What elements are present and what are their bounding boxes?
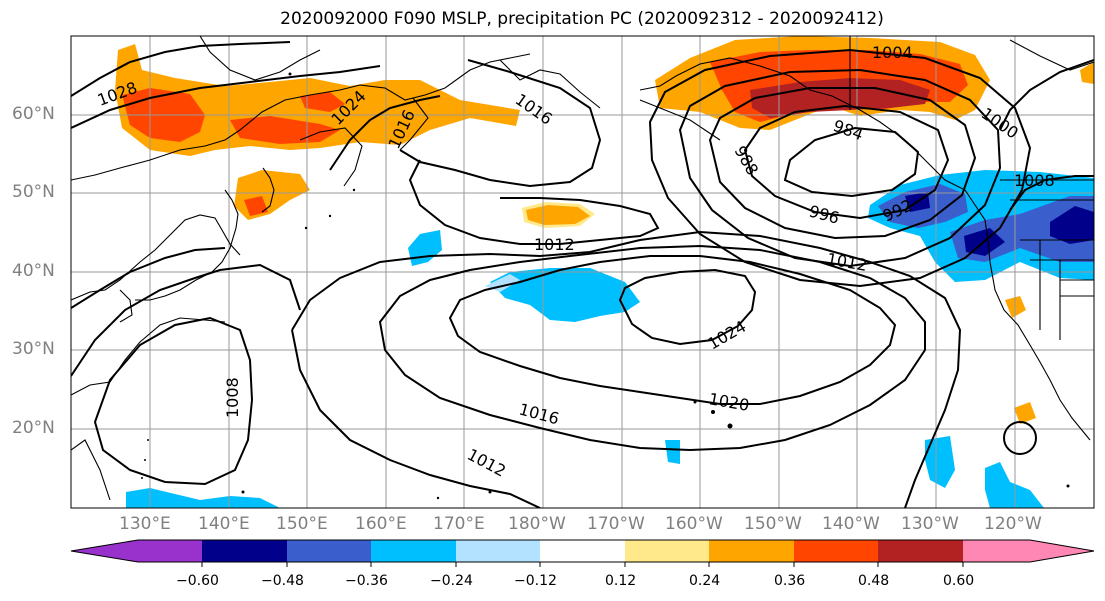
lon-label: 130°W (901, 514, 959, 534)
colorbar-segment (625, 540, 709, 562)
colorbar (70, 539, 1095, 567)
island-dots (141, 72, 1070, 500)
colorbar-segment (202, 540, 287, 562)
coastlines (71, 36, 1094, 501)
colorbar-tick-label: 0.12 (605, 573, 637, 589)
lon-label: 140°W (822, 514, 880, 534)
colorbar-tick-label: −0.12 (514, 573, 557, 589)
colorbar-tick-label: 0.60 (943, 573, 975, 589)
lon-label: 160°E (355, 514, 407, 534)
colorbar-tick-label: 0.48 (858, 573, 890, 589)
lat-label: 50°N (12, 182, 55, 202)
lon-label: 150°E (276, 514, 328, 534)
isobar-label: 1008 (223, 377, 242, 418)
colorbar-tick-label: −0.36 (345, 573, 388, 589)
isobar-label: 1004 (872, 43, 913, 62)
lat-label: 60°N (12, 104, 55, 124)
map-frame (70, 35, 1095, 509)
lon-label: 130°E (119, 514, 171, 534)
graticule (71, 36, 1094, 508)
colorbar-segment (709, 540, 794, 562)
colorbar-segment (287, 540, 371, 562)
colorbar-tick-label: 0.36 (774, 573, 806, 589)
lon-label: 150°W (744, 514, 802, 534)
isobar-label: 1012 (534, 235, 575, 254)
lon-label: 120°W (984, 514, 1042, 534)
lon-label: 180°W (508, 514, 566, 534)
lon-label: 160°W (665, 514, 723, 534)
colorbar-segment (540, 540, 625, 562)
lon-label: 140°E (198, 514, 250, 534)
lon-label: 170°W (587, 514, 645, 534)
colorbar-segment (878, 540, 963, 562)
colorbar-tick-label: −0.60 (176, 573, 219, 589)
isobar-label: 1008 (1014, 171, 1055, 190)
colorbar-segment (371, 540, 456, 562)
isobars (71, 41, 1094, 508)
colorbar-tick-label: 0.24 (689, 573, 721, 589)
colorbar-tick-label: −0.24 (430, 573, 473, 589)
map-title: 2020092000 F090 MSLP, precipitation PC (… (280, 9, 884, 29)
colorbar-segment (963, 540, 1094, 562)
lat-label: 40°N (12, 261, 55, 281)
lat-label: 30°N (12, 339, 55, 359)
colorbar-segment (456, 540, 540, 562)
colorbar-tick-label: −0.48 (261, 573, 304, 589)
colorbar-segment (71, 540, 202, 562)
colorbar-segment (794, 540, 878, 562)
lat-label: 20°N (12, 418, 55, 438)
lon-label: 170°E (433, 514, 485, 534)
